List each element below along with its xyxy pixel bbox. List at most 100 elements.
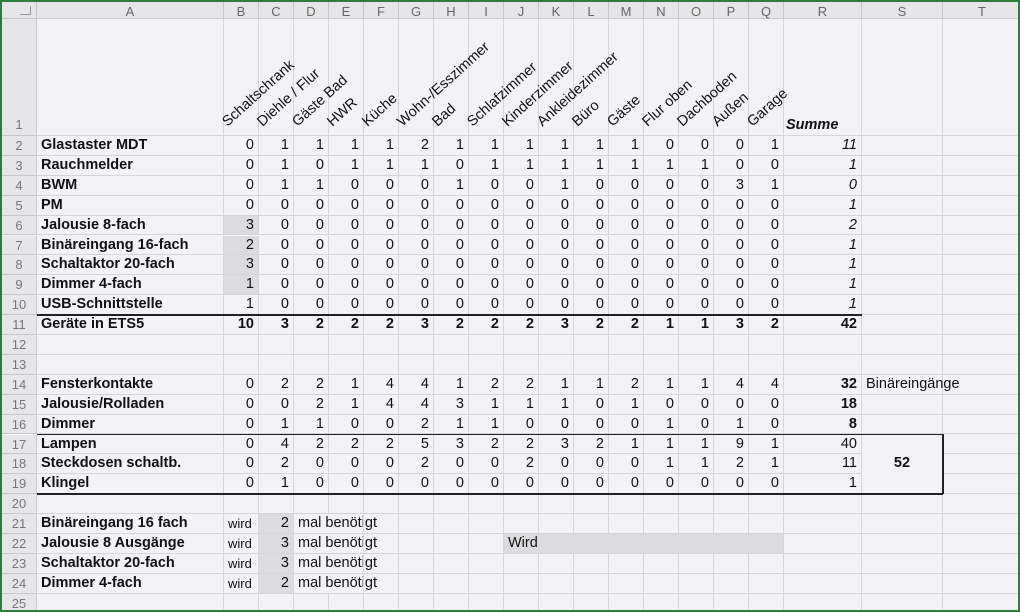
value-cell[interactable]: 2	[609, 315, 644, 335]
value-cell[interactable]: 0	[329, 474, 364, 495]
value-cell[interactable]: 0	[224, 394, 259, 415]
cell-f21[interactable]	[364, 514, 399, 534]
sum-cell[interactable]: 2	[784, 215, 862, 236]
value-cell[interactable]: 0	[504, 215, 539, 236]
cell-t6[interactable]	[943, 216, 1018, 236]
row-header-11[interactable]: 11	[2, 315, 37, 335]
cell-l23[interactable]	[574, 553, 609, 574]
row-header-18[interactable]: 18	[2, 454, 37, 475]
cell-n13[interactable]	[644, 354, 679, 375]
note-cell[interactable]: Binäreingänge	[862, 374, 960, 395]
value-cell[interactable]: 1	[644, 374, 679, 395]
cell-i12[interactable]	[469, 335, 504, 355]
value-cell[interactable]: 1	[434, 175, 469, 196]
value-cell[interactable]: 0	[224, 434, 259, 455]
value-cell[interactable]: 0	[469, 235, 504, 256]
row-header-20[interactable]: 20	[2, 494, 37, 515]
cell-m20[interactable]	[609, 494, 644, 515]
cell-d13[interactable]	[294, 354, 329, 375]
value-cell[interactable]: 0	[434, 215, 469, 236]
value-cell[interactable]: 0	[259, 394, 294, 415]
cell-s1[interactable]	[862, 19, 943, 136]
value-cell[interactable]: 0	[399, 215, 434, 236]
value-cell[interactable]: 0	[469, 275, 504, 296]
value-cell[interactable]: 0	[749, 255, 784, 276]
cell-f12[interactable]	[364, 335, 399, 355]
row-header-2[interactable]: 2	[2, 136, 37, 156]
column-header-p[interactable]: P	[714, 2, 749, 19]
cell-j24[interactable]	[504, 573, 539, 594]
cell-t5[interactable]	[943, 196, 1018, 216]
cell-s8[interactable]	[862, 255, 943, 276]
needed-text-cell[interactable]: mal benötigt	[294, 554, 377, 574]
value-cell[interactable]: 0	[749, 195, 784, 216]
column-header-t[interactable]: T	[943, 2, 1018, 19]
cell-n1[interactable]	[644, 19, 679, 136]
value-cell[interactable]: 2	[749, 315, 784, 335]
value-cell[interactable]: 2	[259, 374, 294, 395]
value-cell[interactable]: 0	[399, 235, 434, 256]
cell-n21[interactable]	[644, 514, 679, 534]
row-header-4[interactable]: 4	[2, 175, 37, 196]
cell-e12[interactable]	[329, 335, 364, 355]
value-cell[interactable]: 4	[364, 374, 399, 395]
cell-t2[interactable]	[943, 136, 1018, 156]
cell-k25[interactable]	[539, 593, 574, 610]
value-cell[interactable]: 1	[749, 175, 784, 196]
cell-h22[interactable]	[434, 534, 469, 554]
cell-m1[interactable]	[609, 19, 644, 136]
value-cell[interactable]: 0	[504, 175, 539, 196]
cell-i21[interactable]	[469, 514, 504, 534]
value-cell[interactable]: 0	[399, 195, 434, 216]
wird-cell[interactable]: wird	[224, 514, 259, 534]
cell-i25[interactable]	[469, 593, 504, 610]
cell-o22[interactable]	[679, 534, 714, 554]
value-cell[interactable]: 0	[469, 195, 504, 216]
value-cell[interactable]: 0	[644, 215, 679, 236]
value-cell[interactable]: 0	[539, 235, 574, 256]
row-label[interactable]: Klingel	[37, 474, 224, 495]
value-cell[interactable]: 1	[329, 394, 364, 415]
value-cell[interactable]: 0	[679, 215, 714, 236]
value-cell[interactable]: 1	[504, 136, 539, 156]
value-cell[interactable]: 0	[259, 215, 294, 236]
cell-t13[interactable]	[943, 355, 1018, 375]
cell-k21[interactable]	[539, 514, 574, 534]
value-cell[interactable]: 0	[224, 136, 259, 156]
value-cell[interactable]: 4	[259, 434, 294, 455]
cell-n12[interactable]	[644, 335, 679, 355]
cell-c25[interactable]	[259, 593, 294, 610]
row-header-17[interactable]: 17	[2, 434, 37, 455]
row-label[interactable]: Fensterkontakte	[37, 374, 224, 395]
value-cell[interactable]: 0	[364, 235, 399, 256]
value-cell[interactable]: 0	[749, 235, 784, 256]
value-cell[interactable]: 0	[329, 295, 364, 316]
cell-h20[interactable]	[434, 494, 469, 515]
value-cell[interactable]: 1	[644, 315, 679, 335]
column-header-n[interactable]: N	[644, 2, 679, 19]
count-cell[interactable]: 2	[259, 573, 294, 594]
value-cell[interactable]: 1	[609, 434, 644, 455]
wird-cell[interactable]: wird	[224, 573, 259, 594]
cell-l20[interactable]	[574, 494, 609, 515]
row-header-8[interactable]: 8	[2, 255, 37, 276]
cell-l22[interactable]	[574, 534, 609, 554]
cell-r13[interactable]	[784, 354, 862, 375]
cell-c12[interactable]	[259, 335, 294, 355]
cell-t22[interactable]	[943, 534, 1018, 554]
value-cell[interactable]: 0	[679, 255, 714, 276]
column-header-s[interactable]: S	[862, 2, 943, 19]
value-cell[interactable]: 1	[679, 374, 714, 395]
cell-t18[interactable]	[943, 454, 1018, 475]
value-cell[interactable]: 1	[224, 295, 259, 316]
column-header-c[interactable]: C	[259, 2, 294, 19]
value-cell[interactable]: 0	[749, 275, 784, 296]
cell-k12[interactable]	[539, 335, 574, 355]
cell-o25[interactable]	[679, 593, 714, 610]
value-cell[interactable]: 0	[574, 195, 609, 216]
value-cell[interactable]: 1	[364, 155, 399, 176]
value-cell[interactable]: 1	[294, 175, 329, 196]
cell-t16[interactable]	[943, 415, 1018, 435]
value-cell[interactable]: 2	[224, 235, 259, 256]
value-cell[interactable]: 0	[364, 215, 399, 236]
